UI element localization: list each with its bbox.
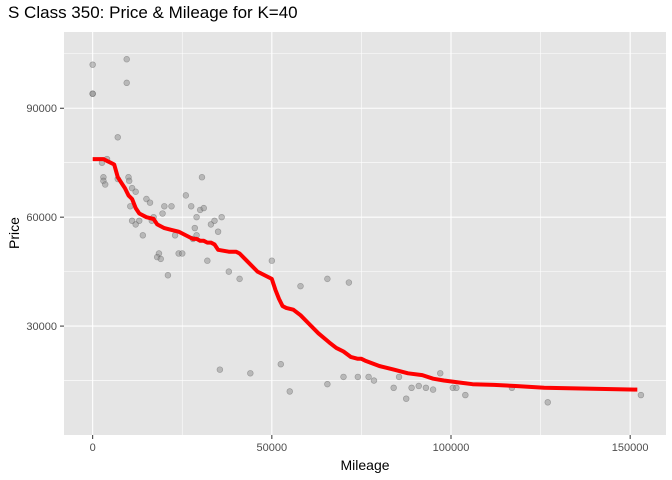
scatter-point	[128, 184, 136, 192]
scatter-point	[324, 380, 331, 388]
scatter-point	[128, 217, 136, 224]
scatter-point	[437, 370, 444, 377]
scatter-point	[168, 203, 175, 210]
scatter-point	[161, 203, 168, 210]
scatter-point	[365, 373, 372, 381]
scatter-point	[159, 210, 166, 217]
scatter-points	[89, 56, 645, 406]
scatter-point	[198, 174, 206, 181]
scatter-point	[123, 79, 130, 87]
scatter-point	[132, 188, 139, 195]
plot-panel	[64, 32, 666, 435]
y-tick-label: 30000	[26, 321, 57, 333]
scatter-point	[114, 134, 121, 141]
scatter-point	[286, 388, 293, 395]
scatter-point	[462, 391, 469, 399]
scatter-point	[422, 384, 430, 392]
scatter-point	[204, 257, 211, 264]
fit-line-group	[92, 157, 638, 392]
fit-line	[92, 157, 638, 392]
x-axis-title: Mileage	[340, 457, 389, 473]
scatter-point	[277, 361, 284, 368]
scatter-point	[544, 399, 551, 406]
scatter-point	[182, 192, 190, 199]
scatter-point	[164, 272, 172, 279]
scatter-point	[415, 382, 422, 390]
scatter-point	[179, 250, 186, 257]
scatter-point	[89, 90, 96, 97]
grid-lines	[64, 32, 666, 435]
scatter-point	[191, 224, 198, 232]
scatter-point	[324, 275, 331, 283]
scatter-point	[143, 195, 150, 203]
scatter-point	[340, 373, 347, 381]
scatter-point	[136, 217, 143, 224]
scatter-point	[89, 61, 96, 68]
scatter-point	[403, 395, 410, 402]
scatter-point	[453, 384, 460, 392]
scatter-point	[395, 373, 403, 381]
scatter-point	[211, 217, 218, 224]
scatter-point	[429, 386, 437, 393]
x-tick-label: 50000	[257, 442, 288, 454]
scatter-point	[102, 181, 109, 188]
scatter-point	[268, 257, 276, 264]
scatter-point	[214, 228, 222, 235]
scatter-point	[200, 204, 207, 212]
scatter-point	[157, 255, 164, 263]
y-tick-label: 60000	[26, 212, 57, 224]
scatter-point	[139, 232, 147, 239]
scatter-point	[207, 221, 215, 228]
scatter-point	[390, 384, 397, 392]
scatter-point	[370, 377, 378, 384]
scatter-point	[123, 56, 130, 63]
scatter-point	[408, 384, 415, 392]
x-axis: 0 50000 100000 150000	[90, 435, 649, 454]
chart-title: S Class 350: Price & Mileage for K=40	[8, 3, 298, 22]
scatter-point	[354, 373, 362, 381]
scatter-point	[188, 203, 195, 210]
scatter-point	[132, 221, 139, 228]
x-tick-label: 0	[90, 442, 96, 454]
scatter-point	[225, 268, 233, 275]
scatter-point	[146, 199, 154, 206]
y-axis: 30000 60000 90000	[26, 103, 64, 333]
scatter-point	[345, 279, 353, 286]
scatter-point	[218, 213, 225, 221]
scatter-point	[216, 366, 224, 373]
x-tick-label: 100000	[433, 442, 470, 454]
scatter-point	[193, 213, 200, 221]
scatter-point	[126, 177, 133, 185]
scatter-point	[236, 275, 243, 283]
y-axis-title: Price	[6, 217, 22, 249]
y-tick-label: 90000	[26, 103, 57, 115]
x-tick-label: 150000	[612, 442, 649, 454]
scatter-point	[297, 282, 304, 290]
scatter-point	[637, 391, 645, 399]
scatter-point	[247, 370, 254, 377]
